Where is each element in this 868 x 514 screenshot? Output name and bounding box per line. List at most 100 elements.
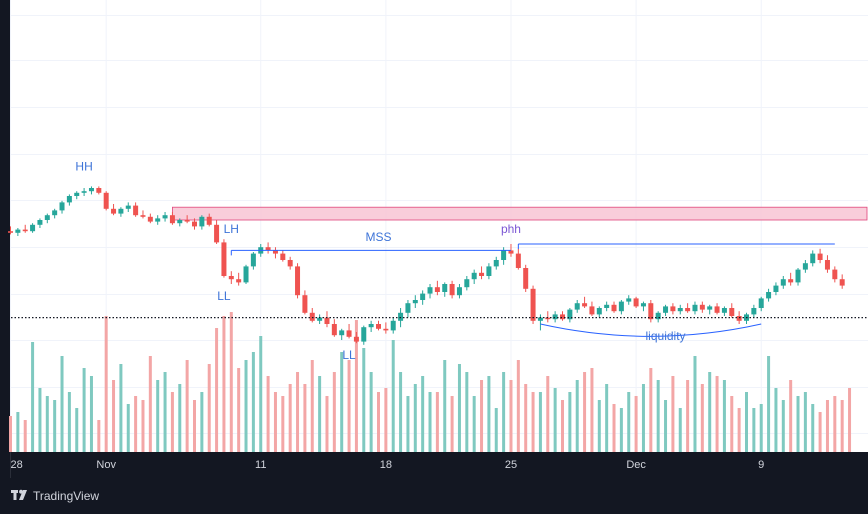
candle bbox=[221, 239, 227, 278]
candle bbox=[346, 324, 352, 339]
volume-bar bbox=[789, 380, 793, 452]
candle-body bbox=[832, 269, 838, 280]
volume-bar bbox=[134, 396, 138, 452]
volume-bar bbox=[141, 400, 145, 452]
volume-bar bbox=[53, 400, 57, 452]
candle bbox=[133, 202, 139, 217]
volume-bar bbox=[281, 396, 285, 452]
candle bbox=[832, 266, 838, 283]
candle bbox=[685, 303, 691, 313]
candle-body bbox=[125, 205, 131, 209]
candle-body bbox=[88, 188, 94, 192]
candle-body bbox=[133, 205, 139, 216]
candle-body bbox=[420, 293, 426, 300]
volume-bar bbox=[16, 412, 20, 452]
candle bbox=[324, 311, 330, 328]
candle bbox=[361, 325, 367, 345]
supply-zone-rect[interactable] bbox=[172, 206, 868, 221]
candle bbox=[184, 215, 190, 224]
candle-body bbox=[199, 216, 205, 227]
candle-body bbox=[192, 221, 197, 227]
candle-body bbox=[751, 308, 757, 315]
candle bbox=[339, 328, 345, 340]
annotation-label: liquidity bbox=[646, 329, 686, 343]
candle bbox=[604, 301, 610, 312]
volume-bar bbox=[104, 316, 108, 452]
candle bbox=[648, 300, 654, 323]
supply-zone bbox=[172, 206, 868, 221]
candle-body bbox=[243, 266, 249, 283]
candle bbox=[618, 300, 624, 315]
candle-body bbox=[729, 308, 735, 316]
volume-bar bbox=[811, 404, 815, 452]
x-axis: 28 Nov 11 18 25 Dec 9 bbox=[11, 459, 765, 471]
candle bbox=[751, 304, 757, 318]
volume-bar bbox=[752, 408, 756, 452]
candle-body bbox=[353, 336, 359, 342]
volume-bar bbox=[575, 380, 579, 452]
volume-bar bbox=[737, 408, 741, 452]
volume-bar bbox=[796, 396, 800, 452]
volume-bar bbox=[538, 392, 542, 452]
candle-body bbox=[295, 266, 301, 296]
volume-bar bbox=[803, 392, 807, 452]
x-tick-label: 11 bbox=[255, 459, 266, 471]
candle-body bbox=[537, 317, 543, 321]
volume-bar bbox=[391, 340, 395, 452]
candle-body bbox=[560, 314, 565, 320]
candle-body bbox=[52, 210, 58, 216]
volume-bar bbox=[23, 420, 27, 452]
candle bbox=[125, 202, 131, 212]
volume-bar bbox=[612, 404, 616, 452]
volume-bar bbox=[82, 368, 86, 452]
axis-background bbox=[10, 452, 868, 478]
volume-bar bbox=[369, 372, 373, 452]
volume-bar bbox=[89, 376, 93, 452]
volume-bar bbox=[222, 316, 226, 452]
volume-bar bbox=[590, 368, 594, 452]
candle bbox=[8, 226, 13, 235]
candle bbox=[699, 301, 705, 313]
volume-bar bbox=[561, 400, 564, 452]
x-tick-label: 18 bbox=[380, 459, 392, 471]
candle-body bbox=[552, 314, 558, 320]
candle-body bbox=[59, 202, 65, 211]
annotation-label: LH bbox=[224, 222, 239, 236]
candle bbox=[596, 306, 602, 318]
candle bbox=[155, 215, 161, 225]
volume-bar bbox=[722, 380, 726, 452]
candle bbox=[582, 296, 588, 308]
candle bbox=[692, 301, 698, 315]
x-tick-label: Nov bbox=[96, 459, 116, 471]
volume-bar bbox=[266, 376, 270, 452]
candle-body bbox=[302, 295, 308, 313]
volume-bar bbox=[678, 408, 682, 452]
candle-body bbox=[317, 317, 323, 321]
candle bbox=[729, 303, 735, 318]
candle-body bbox=[508, 250, 514, 254]
candle-body bbox=[633, 298, 639, 307]
candle bbox=[464, 276, 470, 291]
candle-body bbox=[111, 208, 117, 214]
candle bbox=[788, 272, 794, 286]
candle-body bbox=[545, 317, 551, 320]
candle bbox=[199, 215, 205, 230]
liquidity-curve[interactable] bbox=[540, 323, 762, 337]
candle bbox=[817, 248, 823, 264]
candle-body bbox=[670, 306, 676, 312]
candle bbox=[280, 250, 286, 262]
candle bbox=[74, 191, 80, 200]
x-tick-label: Dec bbox=[626, 459, 646, 471]
candle-body bbox=[162, 215, 168, 219]
tradingview-logo[interactable]: TradingView bbox=[11, 489, 99, 503]
candle-body bbox=[699, 304, 705, 310]
candle-body bbox=[780, 279, 786, 286]
volume-bar bbox=[259, 336, 263, 452]
candle-body bbox=[15, 229, 21, 233]
candle bbox=[22, 224, 28, 233]
candle-body bbox=[685, 308, 691, 312]
candle-body bbox=[118, 208, 124, 214]
candle bbox=[626, 295, 632, 305]
